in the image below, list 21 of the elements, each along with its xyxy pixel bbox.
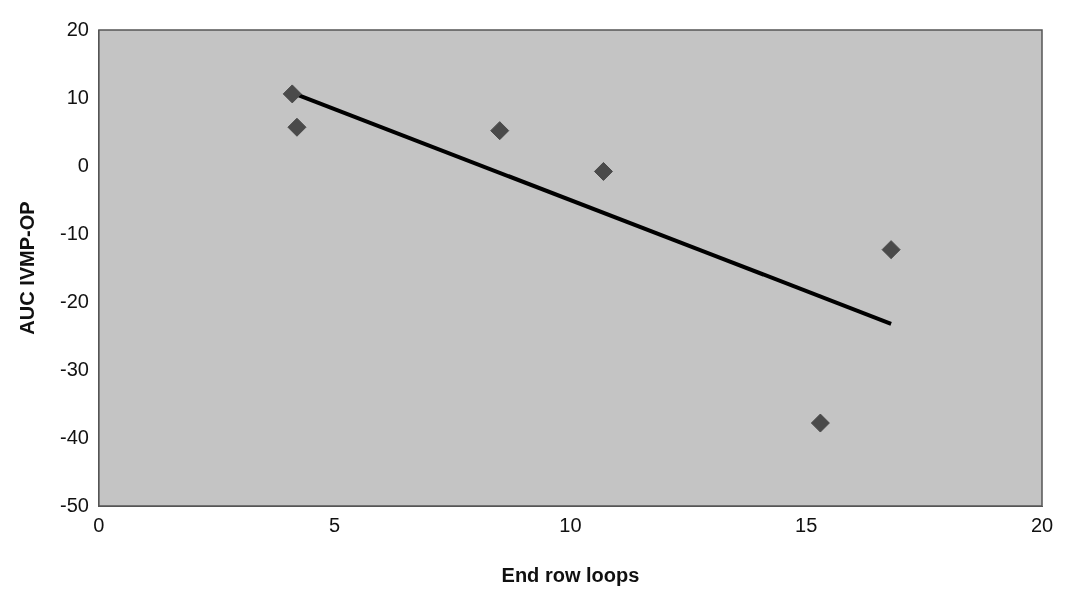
x-tick-label: 5 [329, 513, 341, 536]
point [593, 161, 613, 181]
x-axis-title: End row loops [501, 563, 640, 586]
point [810, 413, 830, 433]
point [490, 121, 510, 141]
point [287, 117, 307, 137]
point [881, 240, 901, 260]
y-axis-title: AUC IVMP-OP [15, 201, 38, 335]
y-tick-label: -50 [60, 493, 89, 516]
x-tick-label: 0 [93, 513, 105, 536]
y-tick-label: 10 [66, 85, 89, 108]
point [282, 84, 302, 104]
y-tick-label: 20 [66, 17, 89, 40]
y-tick-label: -20 [60, 289, 89, 312]
x-tick-label: 10 [559, 513, 582, 536]
x-tick-label: 20 [1030, 513, 1054, 536]
y-tick-label: 0 [77, 153, 89, 176]
y-tick-label: -30 [60, 357, 89, 380]
x-tick-label: 15 [795, 513, 818, 536]
y-tick-label: -10 [60, 221, 89, 244]
y-tick-label: -40 [60, 425, 89, 448]
